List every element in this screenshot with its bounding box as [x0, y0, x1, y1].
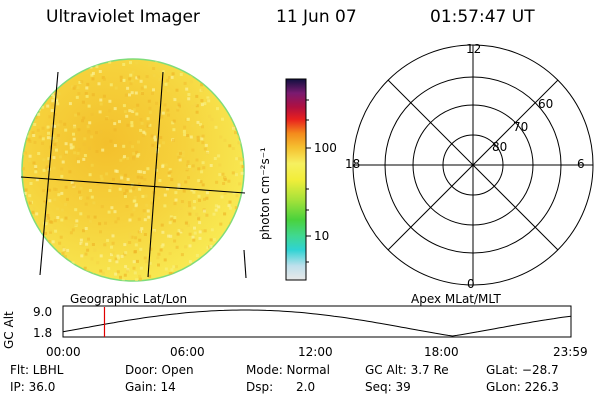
timeline-ylabel: GC Alt: [2, 311, 16, 349]
info-ip: IP: 36.0: [10, 380, 56, 394]
date-text: 11 Jun 07: [276, 7, 357, 27]
colorbar-unit-label: photon cm⁻²s⁻¹: [258, 147, 272, 240]
info-gain: Gain: 14: [125, 380, 176, 394]
info-glon: GLon: 226.3: [486, 380, 559, 394]
info-filter: Flt: LBHL: [10, 363, 64, 377]
mlt-label-18: 18: [345, 157, 361, 171]
lat-label-70: 70: [513, 120, 529, 134]
timeline-ymin: 1.8: [33, 326, 53, 340]
timeline-xtick-1800: 18:00: [424, 345, 459, 359]
colorbar: [285, 78, 311, 281]
info-glat: GLat: −28.7: [486, 363, 559, 377]
mlt-label-0: 0: [467, 277, 475, 291]
instrument-title: Ultraviolet Imager: [46, 7, 200, 27]
timeline-xtick-1200: 12:00: [298, 345, 333, 359]
timeline-ymax: 9.0: [33, 305, 53, 319]
mlt-label-6: 6: [577, 157, 585, 171]
earth-disk-image: [20, 58, 247, 282]
timeline-xtick-2359: 23:59: [553, 345, 588, 359]
lat-label-60: 60: [538, 97, 554, 111]
info-door: Door: Open: [125, 363, 194, 377]
info-mode: Mode: Normal: [246, 363, 330, 377]
altitude-timeline: [62, 305, 572, 338]
time-text: 01:57:47 UT: [430, 7, 535, 27]
info-seq: Seq: 39: [365, 380, 411, 394]
info-gc-alt: GC Alt: 3.7 Re: [365, 363, 449, 377]
timeline-xtick-0000: 00:00: [46, 345, 81, 359]
colorbar-tick-100: 100: [314, 141, 337, 155]
mlt-label-12: 12: [466, 42, 482, 56]
left-panel-label: Geographic Lat/Lon: [70, 292, 188, 306]
lat-label-80: 80: [492, 140, 508, 154]
info-dsp: Dsp: 2.0: [246, 380, 316, 394]
colorbar-tick-10: 10: [314, 229, 330, 243]
right-panel-label: Apex MLat/MLT: [411, 292, 501, 306]
polar-grid: [352, 44, 594, 286]
timeline-xtick-0600: 06:00: [170, 345, 205, 359]
